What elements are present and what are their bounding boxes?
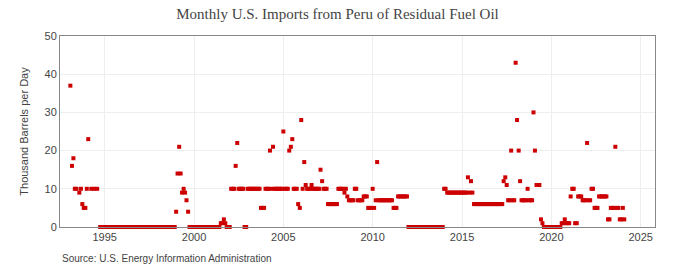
svg-text:Thousand Barrels per Day: Thousand Barrels per Day — [18, 67, 30, 196]
svg-text:20: 20 — [45, 144, 57, 156]
svg-text:2015: 2015 — [450, 231, 474, 243]
svg-text:Source: U.S. Energy Informatio: Source: U.S. Energy Information Administ… — [62, 253, 272, 264]
svg-text:0: 0 — [51, 221, 57, 233]
svg-text:10: 10 — [45, 183, 57, 195]
svg-text:30: 30 — [45, 106, 57, 118]
svg-text:2005: 2005 — [271, 231, 295, 243]
svg-text:2000: 2000 — [182, 231, 206, 243]
svg-text:50: 50 — [45, 30, 57, 42]
svg-text:Monthly U.S. Imports from Peru: Monthly U.S. Imports from Peru of Residu… — [176, 6, 499, 22]
svg-text:2010: 2010 — [360, 231, 384, 243]
svg-text:40: 40 — [45, 68, 57, 80]
svg-text:2020: 2020 — [539, 231, 563, 243]
svg-text:2025: 2025 — [628, 231, 652, 243]
svg-text:1995: 1995 — [92, 231, 116, 243]
